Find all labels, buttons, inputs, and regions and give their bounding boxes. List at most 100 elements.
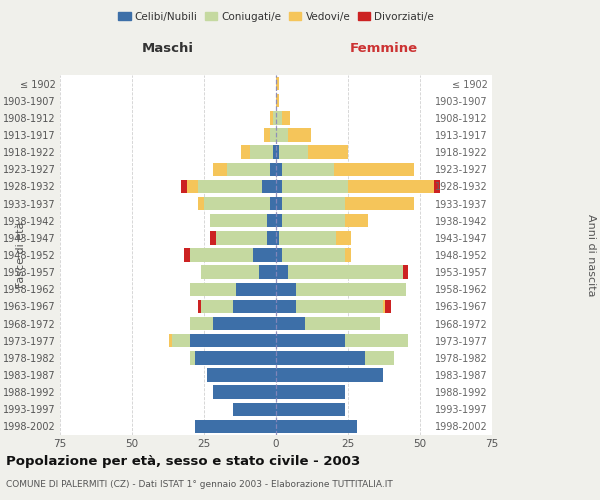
Bar: [276, 214, 368, 228]
Bar: [201, 266, 276, 279]
Bar: [276, 420, 356, 433]
Bar: [276, 77, 279, 90]
Bar: [276, 386, 345, 399]
Bar: [276, 351, 394, 364]
Bar: [212, 162, 276, 176]
Bar: [276, 128, 287, 141]
Bar: [276, 334, 409, 347]
Bar: [198, 300, 276, 313]
Bar: [212, 162, 276, 176]
Bar: [181, 180, 276, 193]
Bar: [207, 368, 276, 382]
Text: Maschi: Maschi: [142, 42, 194, 55]
Bar: [210, 214, 276, 228]
Bar: [276, 248, 351, 262]
Bar: [276, 282, 406, 296]
Bar: [190, 351, 276, 364]
Bar: [276, 162, 414, 176]
Bar: [276, 248, 351, 262]
Bar: [276, 266, 403, 279]
Bar: [201, 300, 276, 313]
Bar: [190, 317, 276, 330]
Bar: [276, 351, 365, 364]
Bar: [212, 386, 276, 399]
Bar: [276, 180, 440, 193]
Bar: [233, 402, 276, 416]
Bar: [253, 248, 276, 262]
Bar: [276, 231, 351, 244]
Bar: [276, 214, 368, 228]
Bar: [276, 111, 282, 124]
Bar: [276, 386, 345, 399]
Bar: [276, 317, 380, 330]
Bar: [276, 334, 409, 347]
Bar: [276, 128, 311, 141]
Bar: [276, 266, 287, 279]
Bar: [276, 111, 290, 124]
Bar: [276, 300, 383, 313]
Bar: [276, 368, 383, 382]
Bar: [276, 386, 345, 399]
Bar: [241, 146, 276, 159]
Bar: [196, 420, 276, 433]
Bar: [276, 197, 414, 210]
Bar: [276, 146, 348, 159]
Bar: [201, 300, 276, 313]
Text: Popolazione per età, sesso e stato civile - 2003: Popolazione per età, sesso e stato civil…: [6, 455, 360, 468]
Bar: [190, 248, 276, 262]
Bar: [276, 334, 409, 347]
Bar: [276, 317, 380, 330]
Bar: [184, 248, 276, 262]
Bar: [210, 231, 276, 244]
Bar: [276, 300, 385, 313]
Bar: [198, 197, 276, 210]
Bar: [190, 248, 276, 262]
Bar: [196, 420, 276, 433]
Bar: [276, 402, 345, 416]
Bar: [187, 180, 276, 193]
Bar: [276, 420, 356, 433]
Bar: [276, 420, 356, 433]
Bar: [196, 420, 276, 433]
Bar: [276, 162, 414, 176]
Bar: [276, 146, 308, 159]
Bar: [276, 231, 351, 244]
Bar: [207, 368, 276, 382]
Bar: [198, 197, 276, 210]
Bar: [276, 351, 394, 364]
Bar: [276, 197, 282, 210]
Bar: [210, 214, 276, 228]
Bar: [169, 334, 276, 347]
Bar: [190, 334, 276, 347]
Bar: [276, 197, 414, 210]
Bar: [276, 111, 290, 124]
Bar: [276, 351, 394, 364]
Bar: [190, 282, 276, 296]
Bar: [276, 317, 305, 330]
Bar: [276, 77, 279, 90]
Bar: [207, 368, 276, 382]
Bar: [276, 300, 391, 313]
Bar: [268, 231, 276, 244]
Bar: [259, 266, 276, 279]
Bar: [276, 180, 348, 193]
Bar: [233, 402, 276, 416]
Bar: [276, 214, 345, 228]
Bar: [276, 386, 345, 399]
Bar: [212, 386, 276, 399]
Bar: [276, 162, 282, 176]
Bar: [270, 162, 276, 176]
Bar: [190, 351, 276, 364]
Bar: [276, 180, 434, 193]
Text: Femmine: Femmine: [350, 42, 418, 55]
Bar: [241, 146, 276, 159]
Bar: [233, 300, 276, 313]
Bar: [276, 197, 345, 210]
Bar: [265, 128, 276, 141]
Bar: [196, 351, 276, 364]
Bar: [270, 197, 276, 210]
Bar: [276, 94, 279, 108]
Bar: [276, 128, 311, 141]
Bar: [276, 368, 383, 382]
Bar: [276, 162, 334, 176]
